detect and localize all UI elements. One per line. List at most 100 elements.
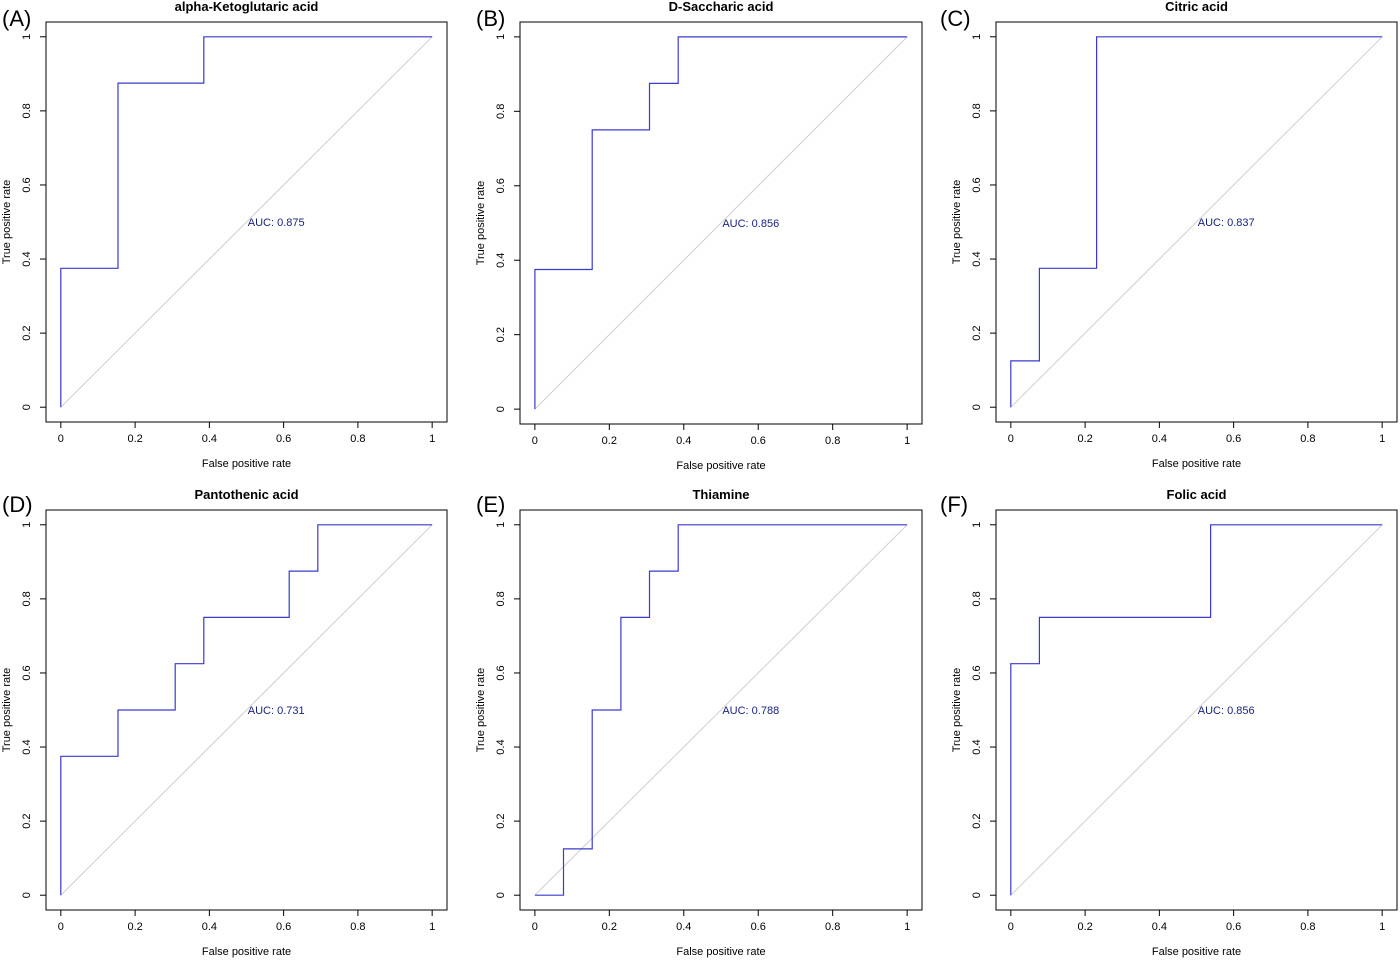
y-tick-label: 0.8 [495,591,507,606]
y-tick-label: 0.6 [21,665,33,680]
x-tick-label: 0.8 [350,433,365,445]
x-tick-label: 0.2 [127,921,142,933]
y-tick-label: 0.8 [495,104,507,119]
y-tick-label: 0.2 [21,813,33,828]
y-tick-label: 1 [495,522,507,528]
diagonal-reference-line [60,36,433,408]
roc-curve [534,36,908,410]
x-tick-label: 1 [429,921,435,933]
diagonal-reference-line [60,524,433,896]
x-tick-label: 0 [58,921,64,933]
x-tick-label: 0.6 [751,435,766,447]
x-axis-label: False positive rate [676,460,765,472]
y-tick-label: 0 [21,892,33,898]
y-tick-label: 0.4 [495,739,507,754]
y-axis-label: True positive rate [951,668,963,753]
y-tick-label: 0.6 [495,178,507,193]
y-axis-label: True positive rate [475,668,487,753]
x-tick-label: 0 [1008,921,1014,933]
x-tick-label: 0.4 [676,921,691,933]
x-tick-label: 0.6 [1226,433,1241,445]
diagonal-reference-line [1010,36,1383,408]
x-axis-label: False positive rate [202,946,291,958]
auc-annotation: AUC: 0.837 [1198,217,1255,229]
auc-annotation: AUC: 0.856 [1198,705,1255,717]
y-axis-label: True positive rate [951,180,963,265]
panel-label: (D) [2,492,33,517]
x-tick-label: 0.6 [276,921,291,933]
y-tick-label: 1 [971,522,983,528]
y-axis-label: True positive rate [1,180,13,265]
x-tick-label: 0.2 [127,433,142,445]
y-tick-label: 1 [495,34,507,40]
y-tick-label: 0.6 [971,665,983,680]
y-tick-label: 0.6 [495,665,507,680]
x-tick-label: 0.8 [350,921,365,933]
x-tick-label: 0.8 [825,435,840,447]
x-axis-label: False positive rate [1152,946,1241,958]
x-axis-label: False positive rate [202,458,291,470]
y-tick-label: 0.4 [495,253,507,268]
plot-frame [45,21,448,423]
x-tick-label: 0.6 [751,921,766,933]
y-tick-label: 0 [971,892,983,898]
roc-panel-2: (B) D-Saccharic acid 0 0.2 0.4 0.6 0.8 1 0 0.2 0.4… [475,0,923,472]
panel-label: (F) [940,492,968,517]
x-tick-label: 0.8 [1300,433,1315,445]
x-tick-label: 0 [1008,433,1014,445]
y-tick-label: 0 [495,892,507,898]
y-tick-label: 0.2 [971,813,983,828]
x-axis-label: False positive rate [676,946,765,958]
plot-frame [995,21,1398,423]
y-tick-label: 1 [21,34,33,40]
x-tick-label: 0.2 [1077,433,1092,445]
panel-label: (A) [2,6,31,31]
roc-curve [1010,36,1383,408]
y-tick-label: 0.2 [971,325,983,340]
panel-label: (C) [940,6,971,31]
y-tick-label: 0.2 [495,813,507,828]
roc-panel-1: (A) alpha-Ketoglutaric acid 0 0.2 0.4 0.6 0.8 1… [1,0,448,470]
x-tick-label: 0.4 [676,435,691,447]
x-tick-label: 1 [1379,921,1385,933]
y-tick-label: 0.8 [21,591,33,606]
x-tick-label: 0.4 [1152,921,1167,933]
x-axis-label: False positive rate [1152,458,1241,470]
roc-panel-4: (D) Pantothenic acid 0 0.2 0.4 0.6 0.8 1 0 0.2 0.4… [1,487,448,958]
roc-curve [534,524,908,896]
y-tick-label: 0 [495,406,507,412]
x-tick-label: 0.8 [825,921,840,933]
y-tick-label: 0.4 [971,739,983,754]
roc-curve [60,524,433,896]
x-tick-label: 0 [58,433,64,445]
y-tick-label: 0 [971,404,983,410]
y-tick-label: 0.8 [971,591,983,606]
y-tick-label: 0.6 [21,177,33,192]
x-tick-label: 0 [532,435,538,447]
y-tick-label: 0.4 [971,251,983,266]
x-tick-label: 0.4 [202,921,217,933]
y-tick-label: 0.8 [971,103,983,118]
y-tick-label: 0.4 [21,251,33,266]
panel-label: (E) [476,492,505,517]
auc-annotation: AUC: 0.856 [722,218,779,230]
y-tick-label: 1 [971,34,983,40]
auc-annotation: AUC: 0.875 [248,217,305,229]
x-tick-label: 0.4 [202,433,217,445]
y-tick-label: 1 [21,522,33,528]
diagonal-reference-line [534,36,908,410]
plot-frame [519,509,923,911]
x-tick-label: 0.8 [1300,921,1315,933]
roc-curve [1010,524,1383,896]
roc-panel-5: (E) Thiamine 0 0.2 0.4 0.6 0.8 1 0 0.2 0.4 0.6 0.8 1 F… [475,487,923,958]
auc-annotation: AUC: 0.731 [248,705,305,717]
y-tick-label: 0.2 [21,325,33,340]
y-axis-label: True positive rate [1,668,13,753]
x-tick-label: 1 [904,435,910,447]
x-tick-label: 1 [904,921,910,933]
x-tick-label: 0.2 [602,921,617,933]
y-tick-label: 0 [21,404,33,410]
x-tick-label: 1 [429,433,435,445]
y-tick-label: 0.2 [495,327,507,342]
panel-title: alpha-Ketoglutaric acid [175,0,319,14]
